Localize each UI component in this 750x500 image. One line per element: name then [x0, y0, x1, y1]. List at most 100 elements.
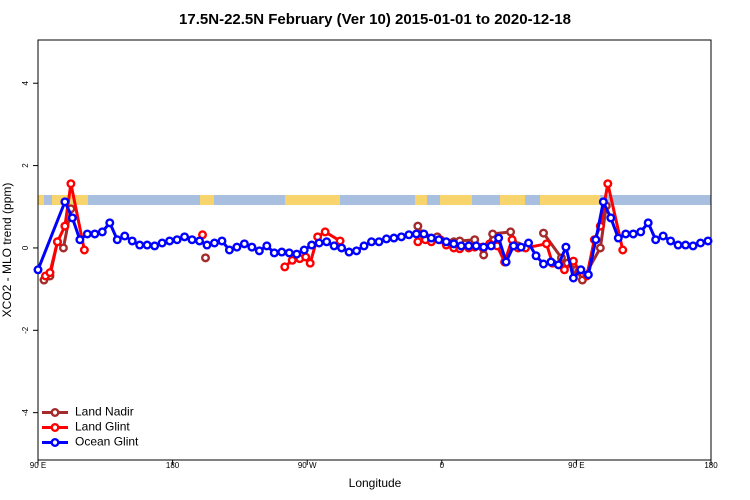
- data-point: [67, 213, 77, 223]
- data-point: [359, 241, 369, 251]
- data-point: [531, 251, 541, 261]
- data-point: [157, 238, 167, 248]
- data-point: [280, 262, 290, 272]
- data-point: [320, 227, 330, 237]
- data-point: [411, 229, 421, 239]
- data-point: [516, 242, 526, 252]
- data-point: [591, 235, 601, 245]
- data-point: [628, 229, 638, 239]
- data-point: [488, 229, 498, 239]
- data-point: [538, 259, 548, 269]
- data-point: [546, 257, 556, 267]
- y-tick-label: 2: [21, 163, 30, 168]
- x-tick-label: 0: [440, 461, 445, 470]
- data-point: [367, 237, 377, 247]
- data-point: [284, 248, 294, 258]
- data-point: [112, 235, 122, 245]
- data-point: [464, 241, 474, 251]
- land-mask-segment: [38, 195, 44, 205]
- data-point: [479, 250, 489, 260]
- data-point: [60, 197, 70, 207]
- data-point: [52, 237, 62, 247]
- legend-label: Land Glint: [75, 420, 130, 434]
- x-tick-label: 90 W: [298, 461, 317, 470]
- data-point: [105, 218, 115, 228]
- data-point: [613, 233, 623, 243]
- x-tick-label: 90 E: [568, 461, 584, 470]
- data-point: [314, 238, 324, 248]
- data-point: [506, 227, 516, 237]
- data-point: [673, 240, 683, 250]
- data-point: [389, 233, 399, 243]
- data-point: [66, 179, 76, 189]
- data-point: [666, 236, 676, 246]
- data-point: [329, 241, 339, 251]
- data-point: [292, 249, 302, 259]
- data-point: [603, 179, 613, 189]
- data-point: [224, 245, 234, 255]
- data-point: [232, 242, 242, 252]
- data-point: [696, 238, 706, 248]
- land-mask-segment: [500, 195, 525, 205]
- chart-title: 17.5N-22.5N February (Ver 10) 2015-01-01…: [179, 11, 571, 28]
- series: [33, 197, 713, 283]
- data-point: [606, 213, 616, 223]
- land-mask-segment: [440, 195, 472, 205]
- land-mask-segment: [540, 195, 600, 205]
- data-point: [239, 239, 249, 249]
- ocean-mask: [38, 195, 711, 205]
- data-point: [413, 221, 423, 231]
- data-point: [374, 237, 384, 247]
- data-point: [337, 243, 347, 253]
- data-point: [58, 243, 68, 253]
- data-point: [127, 236, 137, 246]
- data-point: [120, 231, 130, 241]
- data-point: [142, 240, 152, 250]
- data-point: [247, 242, 257, 252]
- y-tick-label: 0: [21, 245, 30, 250]
- data-point: [33, 265, 43, 275]
- data-point: [404, 230, 414, 240]
- legend-marker: [50, 438, 60, 448]
- data-point: [434, 235, 444, 245]
- plot-frame: [37, 39, 712, 461]
- data-point: [195, 236, 205, 246]
- data-point: [352, 246, 362, 256]
- data-point: [187, 235, 197, 245]
- data-point: [509, 241, 519, 251]
- legend-marker: [50, 423, 60, 433]
- data-point: [262, 241, 272, 251]
- data-point: [449, 239, 459, 249]
- data-point: [299, 245, 309, 255]
- legend-label: Land Nadir: [75, 405, 134, 419]
- data-point: [419, 229, 429, 239]
- y-tick-label: 4: [21, 80, 30, 85]
- data-point: [618, 245, 628, 255]
- x-tick-label: 180: [166, 461, 180, 470]
- data-point: [150, 241, 160, 251]
- data-point: [426, 233, 436, 243]
- legend-entry: Land Glint: [42, 420, 130, 434]
- data-point: [82, 229, 92, 239]
- data-point: [344, 247, 354, 257]
- y-tick-label: -4: [21, 409, 30, 417]
- x-tick-label: 180: [704, 461, 718, 470]
- data-point: [561, 242, 571, 252]
- data-point: [479, 242, 489, 252]
- land-mask-segment: [415, 195, 427, 205]
- data-point: [269, 248, 279, 258]
- data-point: [471, 241, 481, 251]
- data-point: [90, 229, 100, 239]
- data-point: [494, 233, 504, 243]
- data-point: [201, 253, 211, 263]
- data-point: [45, 268, 55, 278]
- data-point: [441, 237, 451, 247]
- data-point: [180, 232, 190, 242]
- data-point: [568, 273, 578, 283]
- data-point: [486, 241, 496, 251]
- legend-entry: Ocean Glint: [42, 435, 139, 449]
- data-point: [541, 239, 551, 249]
- data-point: [501, 257, 511, 267]
